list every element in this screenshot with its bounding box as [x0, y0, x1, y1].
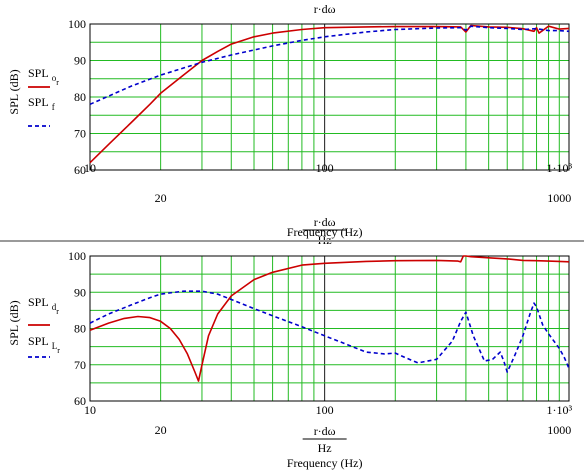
- c1-x-tick-label: 1·10³: [546, 161, 572, 175]
- c2-xlabel-denominator: Hz: [318, 441, 332, 455]
- c1-y-tick-label: 90: [74, 54, 86, 68]
- c1-series-line-1: [89, 24, 570, 164]
- c1-xlabel: Frequency (Hz): [287, 225, 363, 239]
- c2-y-tick-label: 60: [74, 394, 86, 408]
- c2-y-tick-label: 90: [74, 285, 86, 299]
- c1-y-tick-label: 70: [74, 127, 86, 141]
- c2-legend-label-1: SPL dr: [28, 295, 59, 316]
- c1-xlabel-numerator: r·dω: [314, 215, 336, 229]
- c2-x-tick-label: 100: [316, 403, 334, 417]
- c1-top-label: r·dω: [314, 2, 336, 16]
- c2-plot-frame: [89, 255, 570, 402]
- c2-x-tick-label: 10: [84, 403, 96, 417]
- c2-xlabel: Frequency (Hz): [287, 456, 363, 470]
- c1-y-tick-label: 60: [74, 163, 86, 177]
- c2-series-line-2: [89, 290, 570, 373]
- c2-x-tick-label: 1·10³: [546, 403, 572, 417]
- c2-legend-label-2: SPL Lr: [28, 334, 60, 355]
- c1-plot-frame: [89, 23, 570, 171]
- c2-y-tick-label: 70: [74, 358, 86, 372]
- c1-y-tick-label: 100: [68, 17, 86, 31]
- c2-xlabel-numerator: r·dω: [314, 424, 336, 438]
- c1-legend-label-2: SPL f: [28, 95, 55, 112]
- c2-x-tick-label-major: 20: [155, 423, 167, 437]
- c1-legend-label-1: SPL or: [28, 66, 59, 87]
- c1-ylabel: SPL (dB): [7, 69, 21, 114]
- c2-series-line-1: [89, 255, 570, 382]
- c1-x-tick-label-major: 20: [155, 191, 167, 205]
- c2-y-tick-label: 100: [68, 249, 86, 263]
- c1-x-tick-label: 10: [84, 161, 96, 175]
- c1-series-line-2: [89, 25, 570, 106]
- c2-y-tick-label: 80: [74, 322, 86, 336]
- c1-x-tick-label-major: 1000: [547, 191, 571, 205]
- c2-ylabel: SPL (dB): [7, 300, 21, 345]
- c1-x-tick-label: 100: [316, 161, 334, 175]
- c1-y-tick-label: 80: [74, 90, 86, 104]
- chart-separator: [0, 240, 584, 242]
- c2-x-tick-label-major: 1000: [547, 423, 571, 437]
